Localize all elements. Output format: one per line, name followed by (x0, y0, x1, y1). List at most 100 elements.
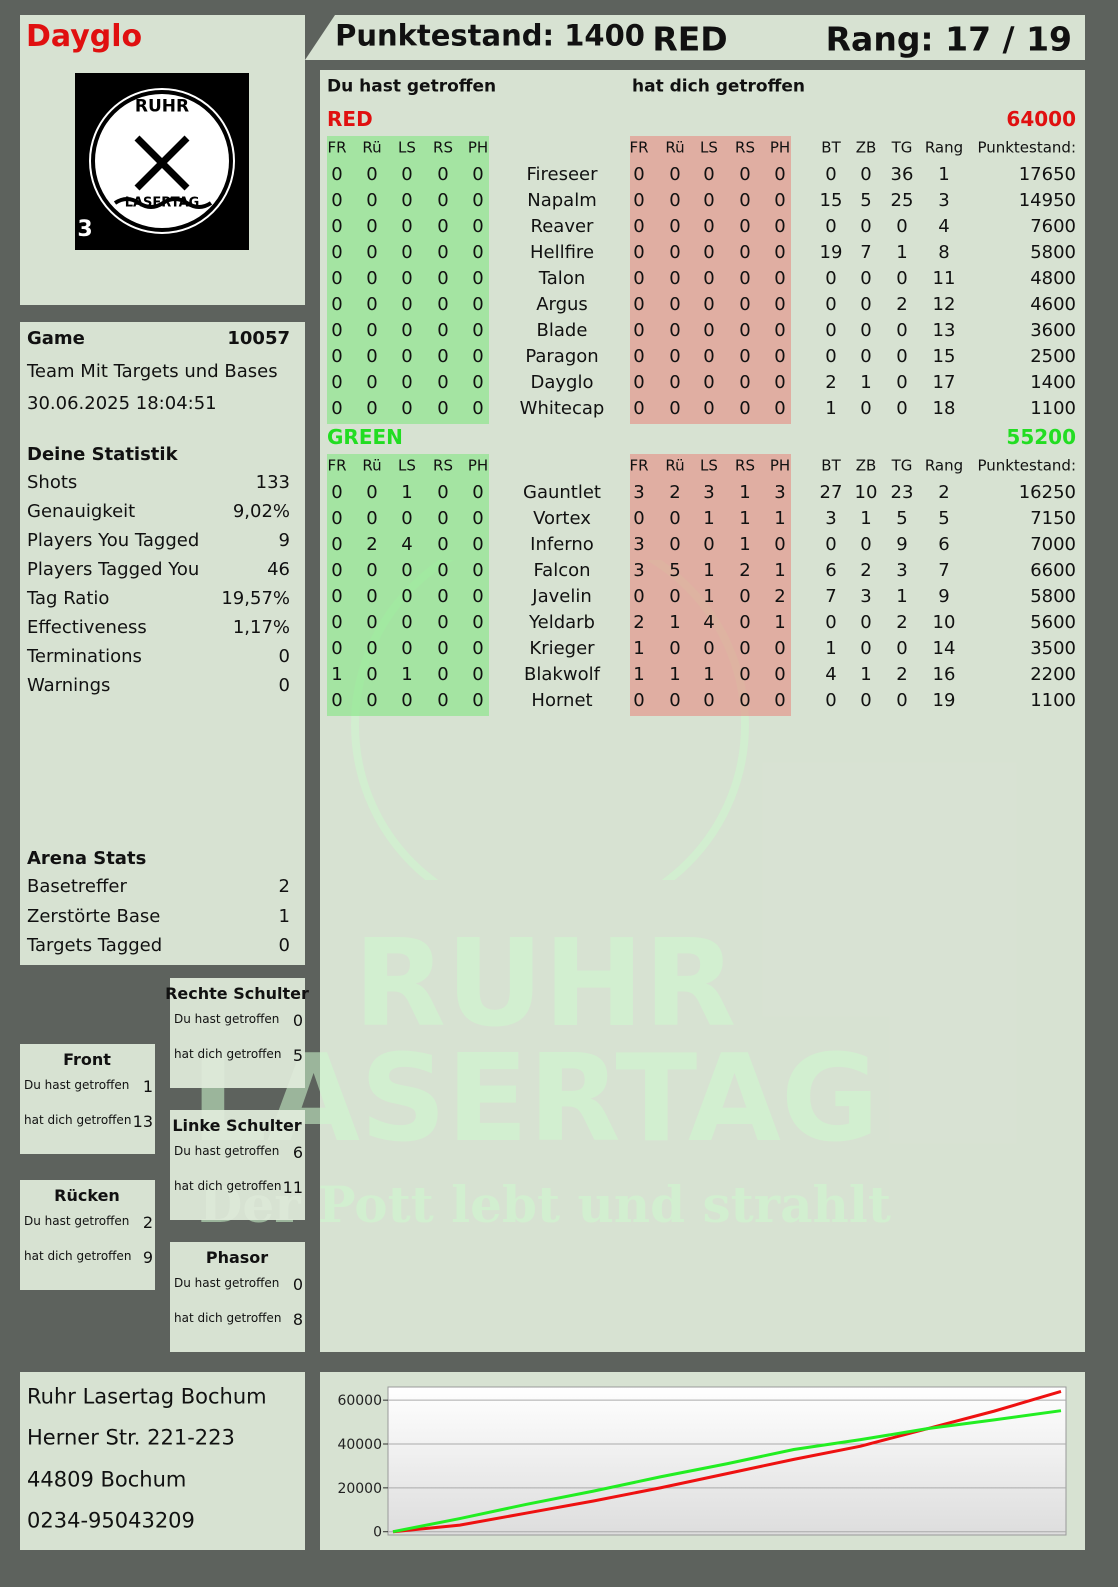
column-header: Punktestand: (977, 138, 1076, 157)
column-header: RS (735, 138, 755, 157)
table-cell: 0 (331, 190, 343, 211)
table-cell: 17650 (1018, 164, 1076, 185)
column-header: LS (398, 138, 416, 157)
table-cell: 0 (401, 294, 413, 315)
game-date: 30.06.2025 18:04:51 (27, 393, 217, 414)
stat-value: 133 (255, 472, 290, 493)
table-cell: 0 (774, 346, 786, 367)
table-cell: 0 (825, 346, 837, 367)
table-cell: 0 (331, 586, 343, 607)
table-cell: 12 (932, 294, 956, 315)
watermark-logo (351, 560, 749, 880)
table-cell: 0 (366, 346, 378, 367)
watermark: LASERTAG (190, 1030, 880, 1169)
table-cell: 0 (401, 690, 413, 711)
table-cell: 0 (703, 320, 715, 341)
table-cell: 2500 (1030, 346, 1076, 367)
player-name-cell: Whitecap (519, 398, 605, 419)
table-cell: 3 (633, 560, 645, 581)
table-cell: 0 (331, 294, 343, 315)
table-cell: 0 (472, 560, 484, 581)
table-cell: 0 (896, 398, 908, 419)
table-cell: 0 (401, 398, 413, 419)
table-cell: 7000 (1030, 534, 1076, 555)
table-cell: 0 (331, 612, 343, 633)
hit-you-bg (630, 454, 791, 716)
logo-number: 3 (77, 217, 93, 242)
table-cell: 0 (774, 638, 786, 659)
zone-label: Du hast getroffen (24, 1078, 130, 1092)
arena-value: 0 (278, 935, 290, 956)
table-cell: 0 (366, 294, 378, 315)
table-cell: 0 (437, 560, 449, 581)
table-cell: 15 (819, 190, 843, 211)
team-score: 64000 (1006, 107, 1076, 131)
table-cell: 6600 (1030, 560, 1076, 581)
column-header: PH (467, 456, 489, 475)
table-cell: 0 (401, 508, 413, 529)
table-cell: 0 (437, 372, 449, 393)
table-cell: 0 (366, 586, 378, 607)
stat-label: Genauigkeit (27, 501, 136, 522)
table-cell: 0 (669, 508, 681, 529)
table-cell: 0 (774, 242, 786, 263)
table-cell: 18 (932, 398, 956, 419)
table-cell: 0 (633, 586, 645, 607)
player-name-cell: Talon (538, 268, 586, 289)
table-cell: 0 (669, 320, 681, 341)
zone-value: 6 (292, 1143, 303, 1162)
table-cell: 0 (860, 398, 872, 419)
table-cell: 0 (401, 242, 413, 263)
address-line: Herner Str. 221-223 (27, 1425, 235, 1450)
table-cell: 19 (932, 690, 956, 711)
table-cell: 0 (703, 638, 715, 659)
table-cell: 4800 (1030, 268, 1076, 289)
table-cell: 0 (472, 398, 484, 419)
table-cell: 7 (825, 586, 837, 607)
table-cell: 14 (932, 638, 956, 659)
table-cell: 0 (739, 216, 751, 237)
table-cell: 0 (401, 372, 413, 393)
table-cell: 0 (633, 268, 645, 289)
table-cell: 0 (437, 346, 449, 367)
table-cell: 27 (819, 482, 843, 503)
zone-box (170, 1242, 305, 1352)
column-header: RS (433, 456, 453, 475)
table-cell: 1 (633, 638, 645, 659)
zone-value: 0 (292, 1011, 303, 1030)
table-cell: 0 (774, 664, 786, 685)
table-cell: 0 (633, 164, 645, 185)
table-cell: 0 (860, 268, 872, 289)
table-cell: 1 (703, 560, 715, 581)
table-cell: 0 (860, 346, 872, 367)
logo (75, 73, 249, 250)
table-cell: 1 (860, 372, 872, 393)
table-cell: 0 (860, 294, 872, 315)
stat-value: 46 (267, 559, 290, 580)
table-cell: 0 (472, 190, 484, 211)
y-tick-label: 60000 (337, 1393, 382, 1409)
table-cell: 6 (938, 534, 950, 555)
table-cell: 2 (774, 586, 786, 607)
column-header: Rang (924, 138, 964, 157)
watermark: RUHR (353, 915, 737, 1054)
table-cell: 0 (825, 216, 837, 237)
game-number: 10057 (227, 328, 290, 349)
column-header: LS (700, 456, 718, 475)
table-cell: 0 (703, 268, 715, 289)
table-cell: 3 (774, 482, 786, 503)
zone-title: Rechte Schulter (165, 984, 309, 1003)
table-cell: 0 (437, 482, 449, 503)
table-cell: 0 (472, 586, 484, 607)
column-header: FR (327, 138, 347, 157)
table-cell: 0 (703, 294, 715, 315)
table-cell: 0 (774, 268, 786, 289)
stat-label: Warnings (27, 675, 111, 696)
table-cell: 0 (825, 320, 837, 341)
table-cell: 0 (669, 534, 681, 555)
table-cell: 0 (437, 612, 449, 633)
game-label: Game (27, 328, 85, 349)
player-name-cell: Blade (536, 320, 588, 341)
table-cell: 5 (860, 190, 872, 211)
table-cell: 0 (437, 268, 449, 289)
